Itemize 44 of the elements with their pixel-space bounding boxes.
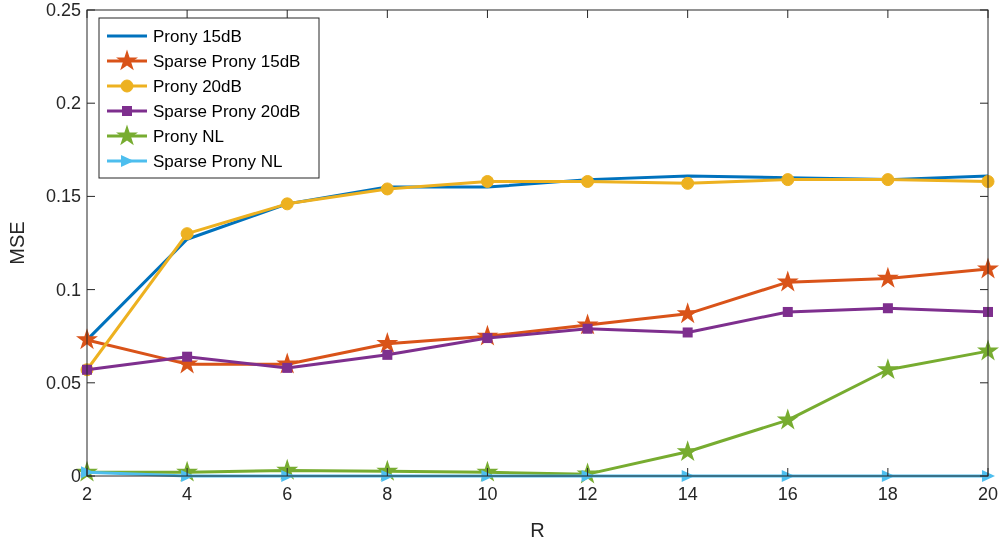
legend-label: Sparse Prony NL (153, 152, 283, 171)
point (681, 176, 695, 190)
x-tick-label: 8 (382, 484, 393, 504)
point (676, 302, 699, 324)
point (280, 197, 294, 211)
point (376, 332, 399, 354)
y-tick-label: 0.1 (55, 279, 81, 300)
point (676, 440, 699, 462)
point (876, 358, 899, 380)
point (882, 303, 893, 314)
x-tick-label: 10 (477, 484, 498, 504)
x-tick-label: 14 (677, 484, 698, 504)
x-tick-label: 2 (81, 484, 93, 504)
point (776, 270, 799, 292)
legend-label: Sparse Prony 15dB (153, 52, 301, 71)
x-tick-label: 12 (577, 484, 598, 504)
y-axis-title: MSE (6, 221, 28, 265)
point (480, 174, 494, 188)
point (782, 306, 793, 317)
x-tick-label: 4 (182, 484, 193, 504)
y-tick-label: 0.05 (45, 372, 81, 393)
x-tick-label: 18 (877, 484, 898, 504)
y-tick-label: 0.2 (55, 93, 81, 114)
legend-label: Prony 15dB (153, 27, 242, 46)
x-axis-title: R (530, 519, 545, 541)
legend-label: Sparse Prony 20dB (153, 102, 301, 121)
point (180, 227, 194, 241)
y-tick-label: 0 (70, 466, 81, 486)
point (581, 174, 595, 188)
x-tick-label: 20 (977, 484, 999, 504)
point (881, 173, 895, 187)
y-tick-label: 0.15 (45, 186, 81, 207)
y-tick-label: 0.25 (45, 0, 81, 20)
point (876, 266, 899, 288)
point (380, 182, 394, 196)
point (781, 173, 795, 187)
legend-label: Prony 20dB (153, 77, 242, 96)
legend-label: Prony NL (153, 127, 224, 146)
point (182, 351, 193, 362)
point (776, 408, 799, 430)
x-tick-label: 6 (282, 484, 293, 504)
point (382, 349, 393, 360)
x-tick-label: 16 (777, 484, 798, 504)
point (682, 327, 693, 338)
